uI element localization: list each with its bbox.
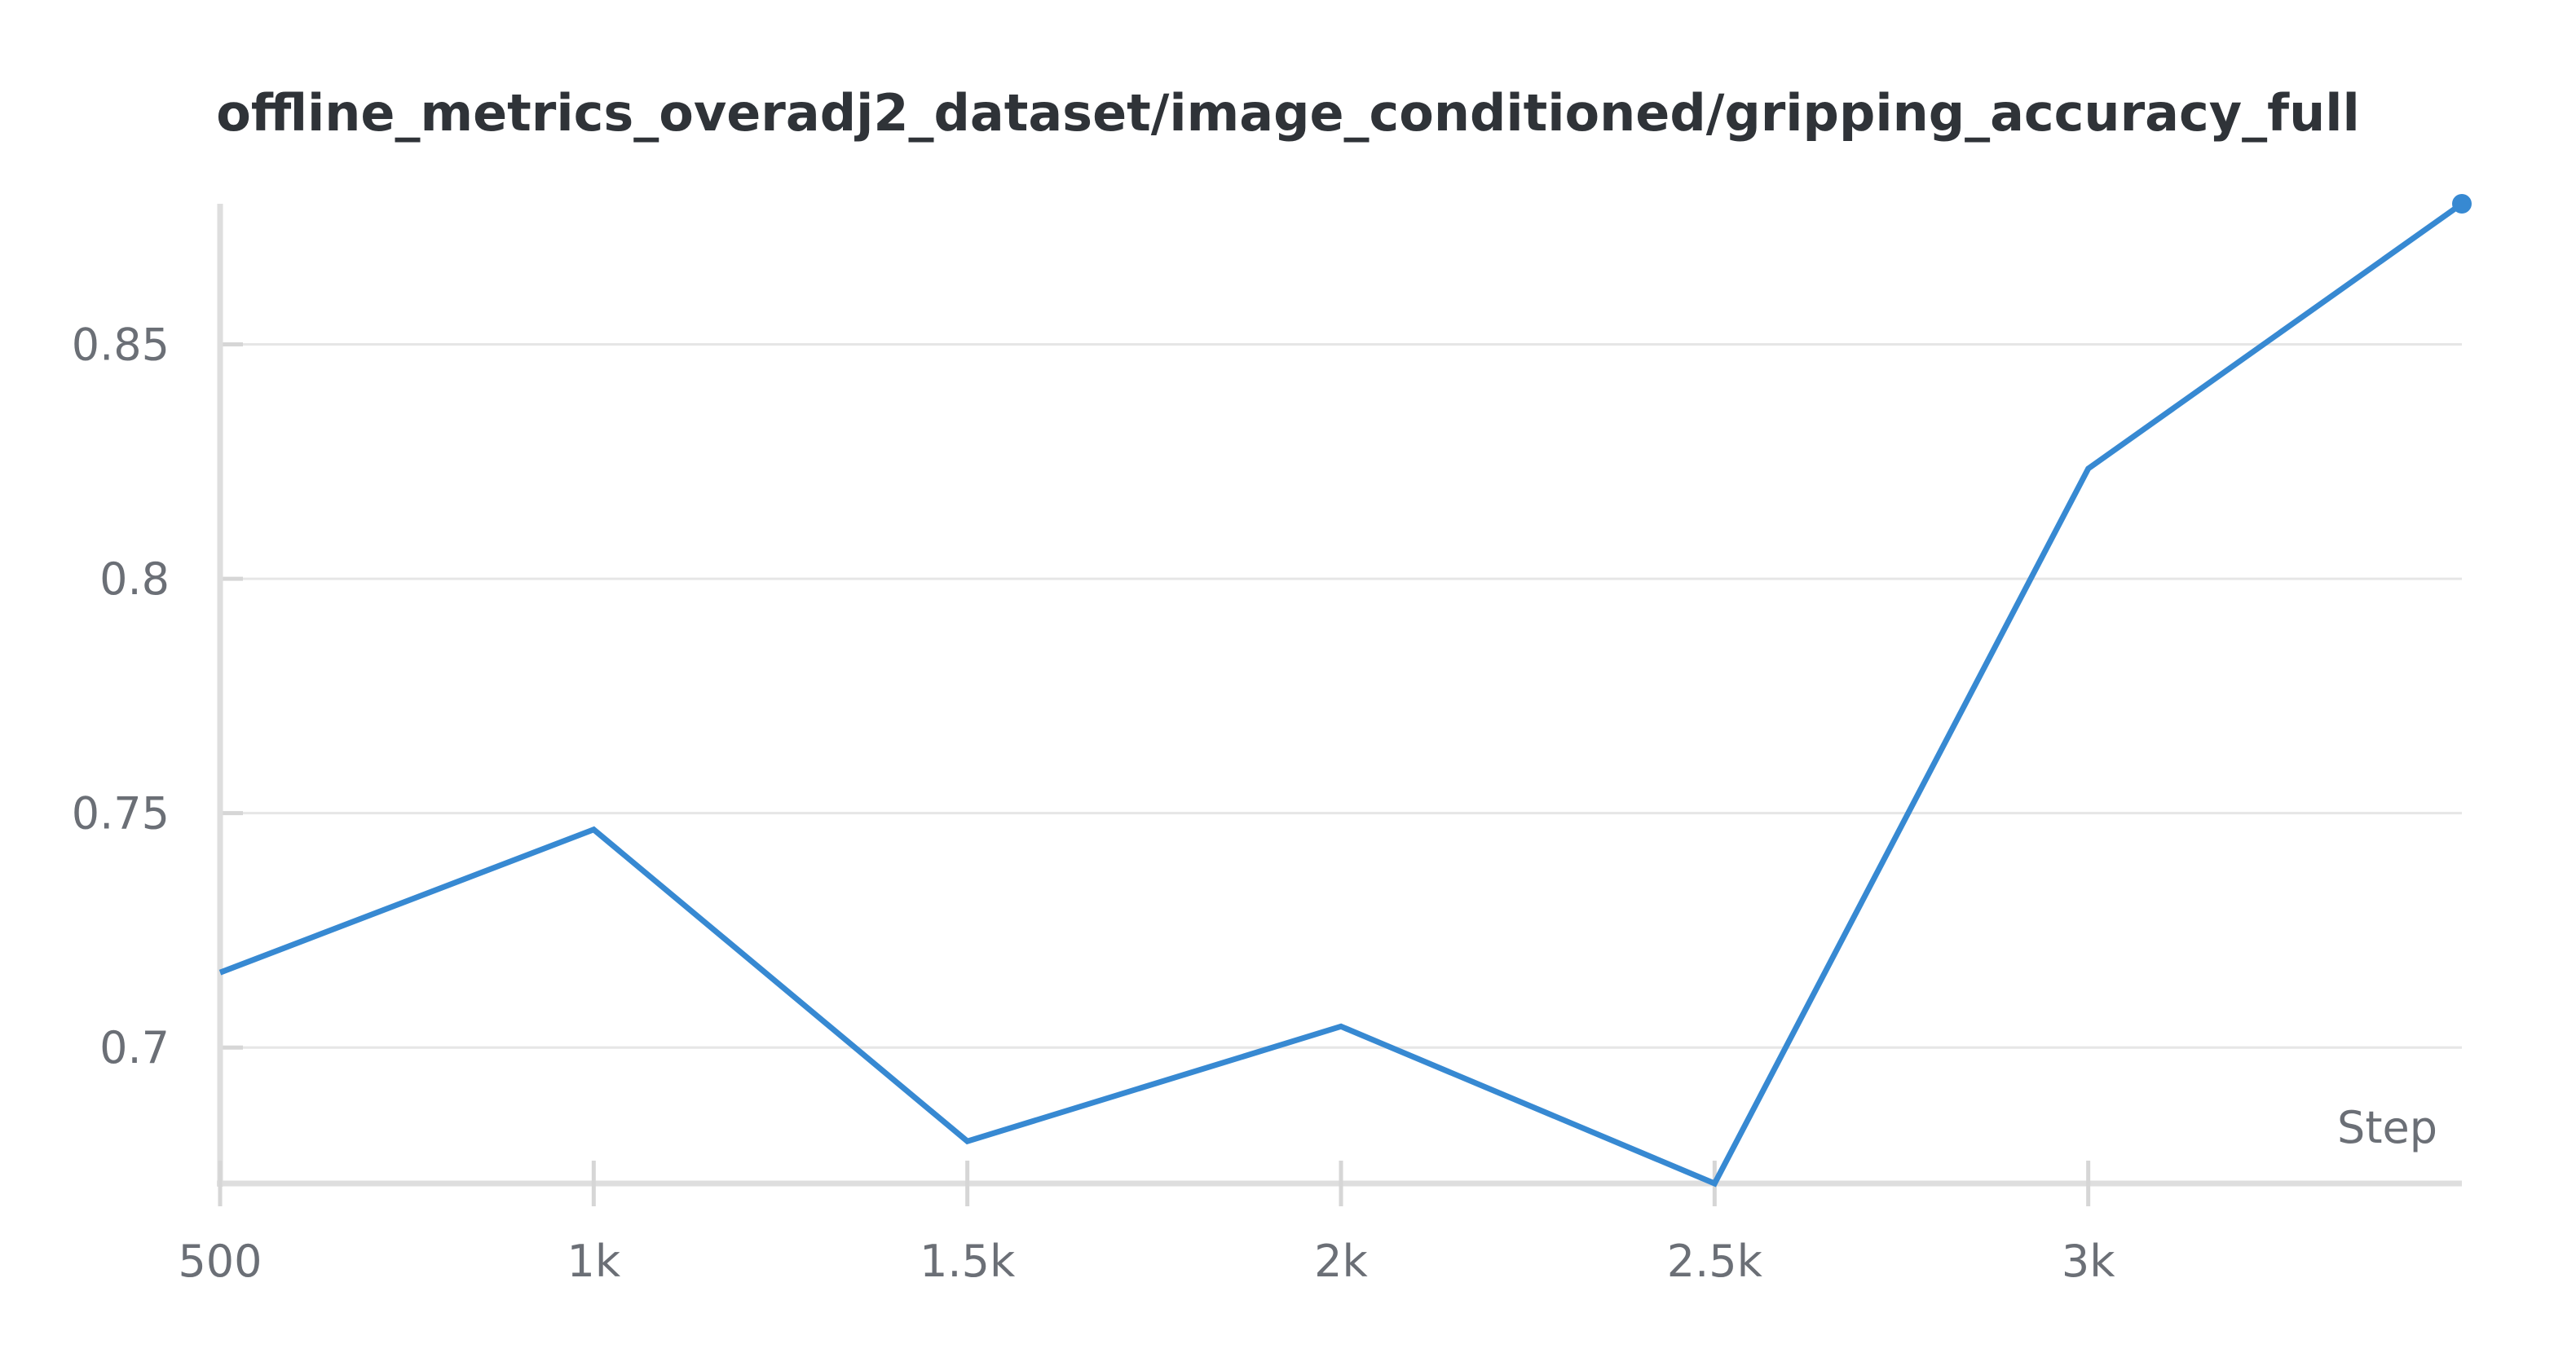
x-tick-label: 2k [1314, 1236, 1368, 1287]
x-tick-label: 500 [178, 1236, 262, 1287]
y-tick-label: 0.8 [99, 553, 170, 605]
series-layer [218, 194, 2472, 1188]
y-tick-label: 0.85 [72, 320, 170, 371]
x-tick-label: 1.5k [920, 1236, 1016, 1287]
axes [217, 204, 2462, 1206]
grid-lines [220, 343, 2462, 1049]
data-point [2452, 194, 2472, 214]
x-tick-label: 3k [2062, 1236, 2115, 1287]
x-tick-label: 2.5k [1667, 1236, 1763, 1287]
x-tick-label: 1k [567, 1236, 621, 1287]
series-line [218, 201, 2464, 1188]
tick-labels: 0.7 0.75 0.8 0.85 500 1k 1.5k 2k 2.5k 3k [72, 320, 2115, 1287]
x-axis-title: Step [2337, 1102, 2437, 1153]
y-tick-label: 0.75 [72, 788, 170, 840]
chart-title: offline_metrics_overadj2_dataset/image_c… [216, 83, 2360, 143]
y-tick-label: 0.7 [99, 1022, 170, 1073]
